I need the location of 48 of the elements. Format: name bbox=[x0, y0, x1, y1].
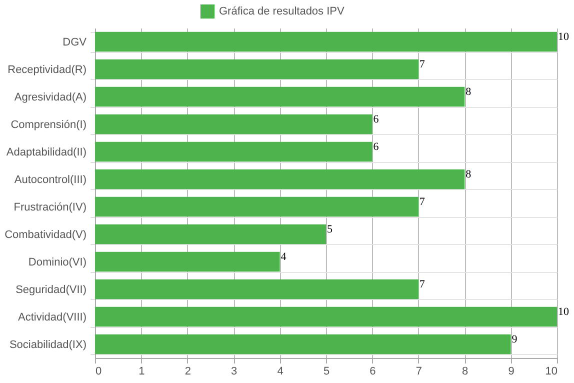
x-tick-label: 2 bbox=[184, 366, 191, 378]
x-tick-label: 7 bbox=[416, 366, 422, 378]
bar bbox=[95, 86, 465, 107]
data-label: 8 bbox=[466, 86, 472, 98]
bar bbox=[95, 32, 557, 52]
y-tick-label: Seguridad(VII) bbox=[16, 284, 86, 296]
y-tick-label: Receptividad(R) bbox=[8, 64, 86, 76]
data-label: 7 bbox=[419, 196, 426, 208]
data-label: 4 bbox=[280, 250, 287, 263]
y-tick-label: Sociabilidad(IX) bbox=[9, 338, 86, 351]
data-label: 10 bbox=[558, 30, 570, 43]
x-tick-label: 3 bbox=[231, 366, 238, 378]
x-tick-label: 5 bbox=[323, 366, 330, 378]
bar bbox=[95, 306, 557, 327]
data-label: 7 bbox=[419, 58, 426, 70]
y-tick-label: Dominio(VI) bbox=[28, 256, 86, 268]
data-label: 8 bbox=[466, 168, 472, 180]
x-tick-label: 0 bbox=[96, 366, 102, 378]
x-tick-label: 6 bbox=[370, 366, 376, 378]
x-tick-label: 1 bbox=[138, 366, 145, 378]
bar bbox=[95, 252, 280, 272]
y-tick-label: Combatividad(V) bbox=[4, 228, 86, 241]
bar bbox=[95, 59, 418, 80]
x-tick-label: 4 bbox=[277, 366, 284, 378]
bar bbox=[95, 169, 465, 190]
x-tick-label: 10 bbox=[545, 366, 558, 378]
y-tick-label: Actividad(VIII) bbox=[18, 311, 86, 324]
legend-label: Gráfica de resultados IPV bbox=[219, 6, 346, 18]
x-tick-label: 9 bbox=[508, 366, 514, 378]
bar bbox=[95, 142, 372, 162]
bar bbox=[95, 334, 511, 354]
data-label: 5 bbox=[327, 223, 333, 236]
y-tick-label: DGV bbox=[62, 36, 88, 48]
data-label: 7 bbox=[419, 278, 426, 290]
data-label: 9 bbox=[512, 333, 518, 346]
y-tick-label: Adaptabilidad(II) bbox=[6, 146, 86, 158]
bar bbox=[95, 279, 418, 300]
bar bbox=[95, 114, 372, 134]
data-label: 10 bbox=[558, 306, 570, 318]
y-tick-label: Autocontrol(III) bbox=[14, 174, 86, 186]
bar bbox=[95, 196, 418, 217]
y-tick-label: Frustración(IV) bbox=[14, 201, 86, 214]
x-tick-label: 8 bbox=[462, 366, 468, 378]
bar bbox=[95, 224, 326, 244]
y-tick-label: Comprensión(I) bbox=[10, 118, 86, 131]
data-label: 6 bbox=[373, 113, 380, 126]
data-label: 6 bbox=[373, 140, 380, 153]
y-tick-label: Agresividad(A) bbox=[14, 91, 86, 104]
